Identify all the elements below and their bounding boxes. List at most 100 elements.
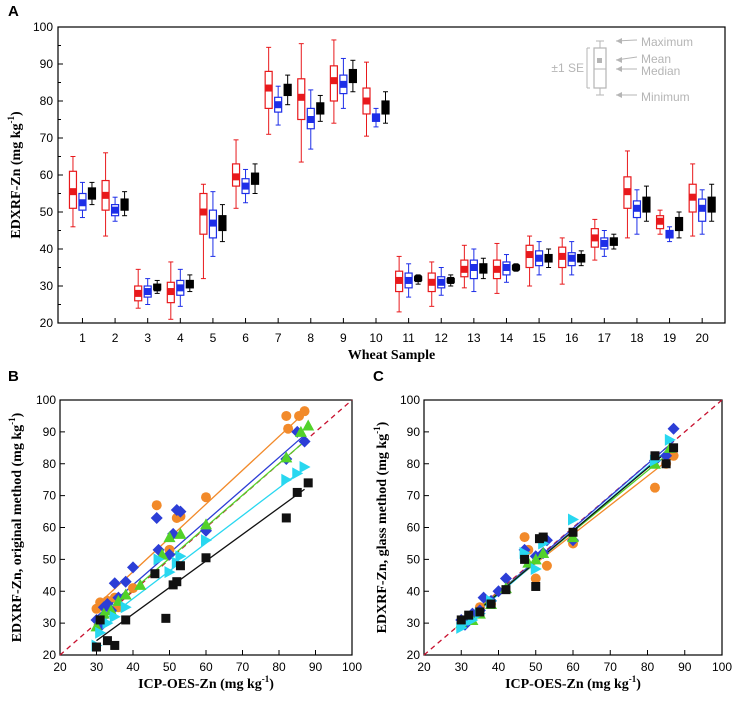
x-tick-label: 2 — [112, 331, 119, 345]
box-mean — [349, 71, 357, 79]
box-mean — [502, 264, 510, 271]
x-tick-label: 14 — [500, 331, 514, 345]
x-tick-label: 50 — [163, 660, 177, 674]
legend-se-label: ±1 SE — [551, 61, 584, 75]
black-square-point — [538, 532, 548, 542]
black-square-point — [102, 636, 112, 646]
x-tick-label: 17 — [598, 331, 612, 345]
fit-line — [96, 488, 305, 642]
box-mean — [251, 175, 259, 183]
y-tick-label: 100 — [400, 393, 420, 407]
black-square-point — [92, 642, 101, 652]
legend-item-minimum: Minimum — [641, 90, 690, 104]
x-tick-label: 70 — [236, 660, 250, 674]
x-tick-label: 60 — [566, 660, 580, 674]
x-tick-label: 80 — [641, 660, 655, 674]
cyan-triangle-point — [175, 550, 187, 563]
y-tick-label: 50 — [407, 552, 421, 566]
panel-b-axes: 20 30 40 50 60 70 80 90 100 20 30 40 50 60 70 80 90 100 — [36, 393, 362, 674]
box-mean — [437, 278, 445, 286]
orange-circle-point — [519, 532, 530, 543]
box-mean — [689, 193, 697, 201]
box-mean — [633, 204, 641, 212]
x-tick-label: 19 — [663, 331, 677, 345]
orange-circle-point — [530, 573, 541, 584]
y-tick-label: 100 — [33, 20, 53, 34]
black-square-point — [531, 581, 541, 591]
y-tick-label: 90 — [407, 425, 421, 439]
x-tick-label: 40 — [126, 660, 140, 674]
cyan-triangle-point — [664, 433, 676, 446]
box-mean — [307, 116, 315, 123]
box-mean — [265, 84, 273, 92]
y-tick-label: 50 — [43, 552, 57, 566]
orange-circle-point — [281, 410, 292, 421]
black-square-point — [172, 577, 182, 587]
black-square-point — [201, 553, 211, 563]
y-tick-label: 40 — [40, 242, 54, 256]
blue-diamond-point — [667, 422, 680, 435]
box-mean — [382, 104, 390, 112]
x-tick-label: 20 — [695, 331, 709, 345]
green-triangle-point — [174, 527, 187, 539]
x-tick-label: 16 — [565, 331, 579, 345]
green-triangle-point — [90, 620, 103, 632]
legend-item-maximum: Maximum — [641, 35, 693, 49]
cyan-triangle-point — [299, 460, 311, 473]
box-mean — [102, 191, 110, 199]
x-tick-label: 5 — [210, 331, 217, 345]
fit-line — [96, 468, 305, 627]
panel-a-plot-frame — [57, 26, 726, 324]
box-mean — [470, 264, 478, 271]
cyan-triangle-point — [120, 601, 132, 614]
x-tick-label: 13 — [467, 331, 481, 345]
orange-circle-point — [151, 500, 162, 511]
box-mean — [69, 188, 77, 196]
box-mean — [186, 280, 194, 288]
x-tick-label: 3 — [144, 331, 151, 345]
box-mean — [526, 251, 534, 259]
box-mean — [558, 252, 566, 260]
box-mean — [414, 275, 422, 283]
orange-circle-point — [668, 450, 679, 461]
cyan-triangle-point — [109, 610, 121, 623]
box-mean — [666, 230, 674, 238]
green-triangle-point — [163, 531, 176, 543]
box-mean — [167, 288, 175, 296]
black-square-point — [303, 478, 313, 488]
box-mean — [218, 219, 226, 227]
panel-c-x-title: ICP-OES-Zn (mg kg-1) — [505, 674, 641, 692]
green-triangle-point — [119, 588, 132, 600]
box-mean — [591, 234, 599, 242]
box-mean — [405, 276, 413, 284]
y-tick-label: 20 — [407, 648, 421, 662]
box-mean — [493, 265, 501, 273]
legend-arrowhead — [616, 66, 622, 72]
x-tick-label: 60 — [199, 660, 213, 674]
box-mean — [577, 254, 585, 262]
x-tick-label: 9 — [340, 331, 347, 345]
cyan-triangle-point — [95, 626, 107, 639]
box-mean — [199, 208, 207, 216]
panel-b-y-title: EDXRF-Zn, original method (mg kg-1) — [7, 412, 25, 642]
green-triangle-point — [294, 425, 307, 437]
cyan-triangle-point — [292, 467, 304, 480]
panel-c-axes: 20 30 40 50 60 70 80 90 100 20 30 40 50 60 70 80 90 100 — [400, 393, 732, 674]
panel-b-points — [59, 399, 353, 656]
panel-a-x-title: Wheat Sample — [348, 348, 436, 363]
black-square-point — [456, 615, 466, 625]
box-mean — [395, 276, 403, 284]
cyan-triangle-point — [201, 534, 212, 547]
green-triangle-point — [280, 451, 293, 463]
y-tick-label: 20 — [43, 648, 57, 662]
box-mean — [284, 86, 292, 94]
cyan-triangle-point — [568, 513, 579, 526]
box-mean — [209, 219, 217, 227]
orange-circle-point — [649, 482, 660, 493]
blue-diamond-point — [150, 511, 163, 524]
box-mean — [600, 239, 608, 247]
box-mean — [242, 182, 250, 190]
x-tick-label: 7 — [275, 331, 282, 345]
panel-c-points — [423, 399, 723, 656]
black-square-point — [650, 451, 660, 461]
